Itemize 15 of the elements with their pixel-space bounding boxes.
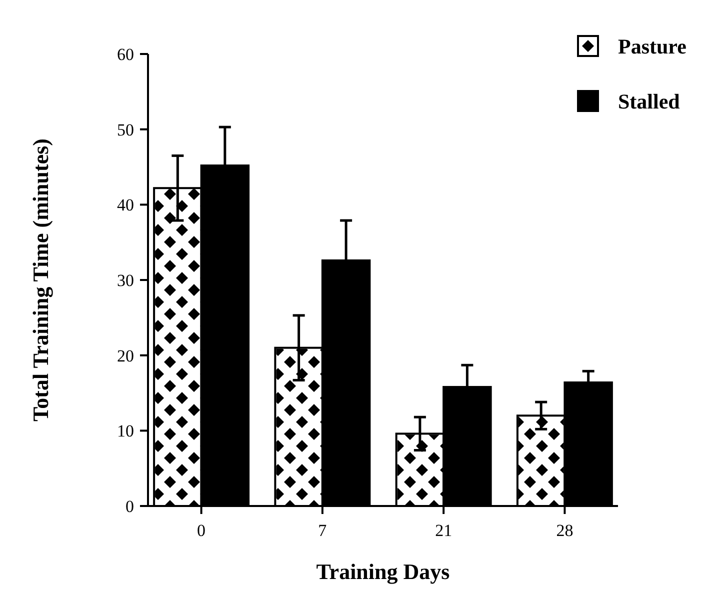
x-tick-label: 21: [435, 521, 452, 540]
y-tick-label: 40: [117, 196, 134, 215]
y-axis-title: Total Training Time (minutes): [28, 138, 53, 422]
legend-label: Stalled: [618, 89, 680, 114]
x-tick-label: 0: [197, 521, 206, 540]
y-tick-label: 60: [117, 44, 134, 64]
x-tick-label: 7: [318, 521, 328, 540]
y-tick-label: 0: [126, 496, 134, 516]
y-tick-label: 20: [117, 346, 134, 366]
y-tick-label: 30: [117, 270, 134, 290]
y-tick-label: 50: [117, 120, 134, 140]
legend-label: Pasture: [618, 34, 686, 58]
x-tick-label: 28: [556, 521, 574, 540]
y-tick-label: 10: [117, 422, 134, 441]
x-axis-title: Training Days: [316, 559, 450, 584]
